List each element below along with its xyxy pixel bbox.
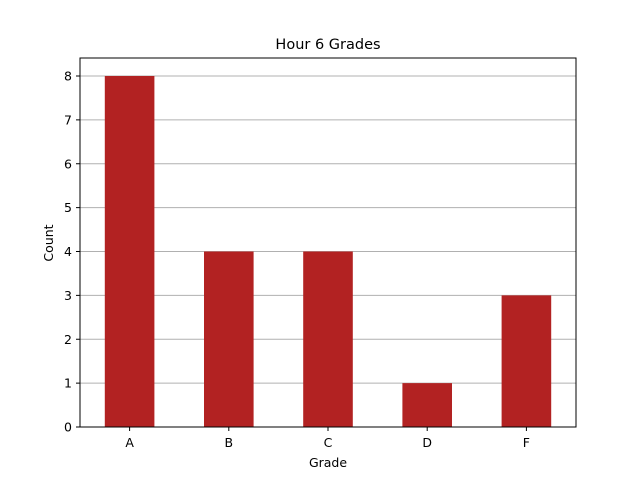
bar-C xyxy=(303,251,353,427)
y-tick-label: 5 xyxy=(64,200,72,215)
bars xyxy=(104,76,552,427)
y-tick-label: 4 xyxy=(64,244,72,259)
y-tick-label: 3 xyxy=(64,288,72,303)
x-tick-label: D xyxy=(422,435,432,450)
y-tick-label: 2 xyxy=(64,332,72,347)
x-tick-label: F xyxy=(523,435,530,450)
chart-title: Hour 6 Grades xyxy=(275,37,380,53)
y-tick-label: 0 xyxy=(64,420,72,435)
y-tick-label: 1 xyxy=(64,376,72,391)
x-tick-label: B xyxy=(225,435,234,450)
bar-B xyxy=(204,251,254,427)
y-tick-label: 8 xyxy=(64,69,72,84)
y-axis-label: Count xyxy=(41,224,56,261)
x-axis-label: Grade xyxy=(309,455,347,470)
bar-D xyxy=(402,383,452,427)
bar-F xyxy=(501,295,552,427)
y-axis-ticks: 0 1 2 3 4 5 6 7 8 xyxy=(64,69,80,435)
x-tick-label: A xyxy=(125,435,134,450)
y-tick-label: 7 xyxy=(64,112,72,127)
x-tick-label: C xyxy=(324,435,333,450)
y-tick-label: 6 xyxy=(64,156,72,171)
bar-A xyxy=(104,76,155,427)
